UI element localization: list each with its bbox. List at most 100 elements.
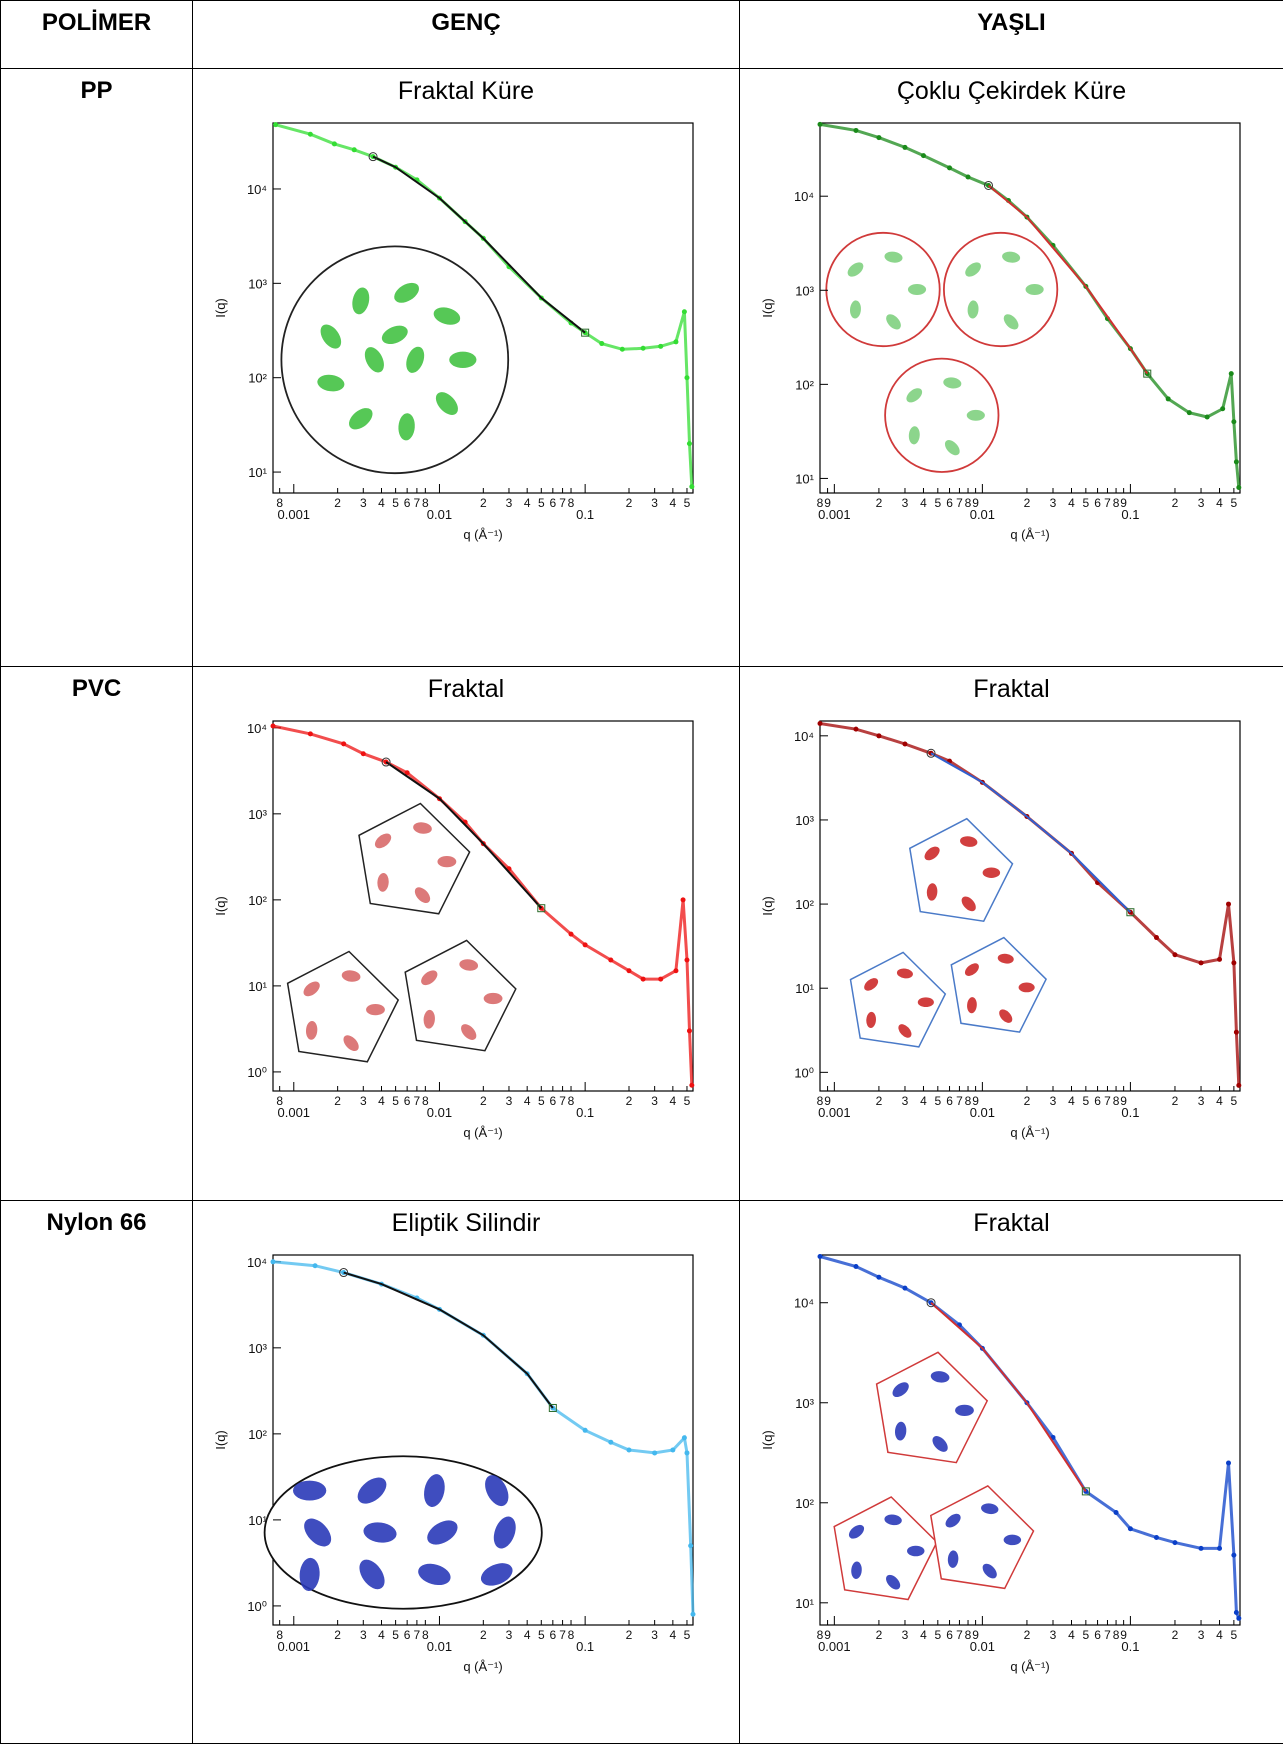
fit-start-marker: [381, 757, 391, 767]
inset-blob: [866, 1011, 876, 1029]
y-tick-label: 10⁰: [247, 1065, 267, 1080]
x-tick-label: 5: [934, 1628, 941, 1642]
inset-blob: [886, 314, 901, 330]
inset-blob: [982, 1563, 997, 1579]
fit-line: [930, 1301, 1087, 1492]
x-tick-label: 2: [876, 1094, 883, 1108]
inset-blob: [894, 1421, 907, 1441]
data-point: [312, 1263, 318, 1269]
x-tick-label: 6: [946, 1628, 953, 1642]
x-axis-label: q (Å⁻¹): [463, 527, 502, 542]
data-point: [404, 770, 410, 776]
x-tick-label: 0.1: [576, 507, 594, 522]
data-point: [1217, 956, 1223, 962]
inset-blob: [847, 262, 864, 277]
x-axis-label: q (Å⁻¹): [463, 1659, 502, 1674]
y-tick-label: 10³: [248, 807, 267, 822]
x-tick-label: 0.01: [427, 507, 452, 522]
inset-blob: [924, 846, 940, 861]
inset-blob: [864, 978, 879, 991]
inset-blob: [381, 325, 408, 345]
data-point: [1198, 1545, 1204, 1551]
x-tick-label: 2: [334, 1628, 341, 1642]
x-tick-label: 8: [817, 1628, 824, 1642]
inset-blob: [394, 282, 420, 303]
x-tick-label: 4: [1068, 1094, 1075, 1108]
x-tick-label: 3: [360, 1094, 367, 1108]
inset-blob: [898, 1024, 912, 1038]
plot-frame: [819, 1254, 1241, 1626]
x-tick-label: 0.001: [818, 1105, 851, 1120]
data-point: [1236, 485, 1242, 491]
x-tick-label: 4: [1216, 496, 1223, 510]
x-tick-label: 7: [559, 1628, 566, 1642]
x-tick-label: 9: [824, 496, 831, 510]
model: Fraktal: [973, 1209, 1050, 1237]
x-tick-label: 3: [902, 496, 909, 510]
inset-blob: [965, 262, 981, 277]
x-tick-label: 6: [946, 496, 953, 510]
inset-blob: [896, 968, 913, 979]
x-tick-label: 8: [817, 496, 824, 510]
cell: Fraktal Küre 8 0.001 2 3 4 5 6 7 8 0.01 2 3 4 5 6 7 8 0.1 2…: [192, 68, 740, 667]
x-tick-label: 3: [651, 1628, 658, 1642]
data-point: [817, 121, 823, 127]
x-tick-label: 0.01: [970, 1105, 995, 1120]
x-tick-label: 7: [956, 1094, 963, 1108]
inset-blob: [377, 872, 389, 892]
data-point: [1231, 419, 1237, 425]
x-tick-label: 8: [422, 1094, 429, 1108]
cell: Fraktal 8 9 0.001 2 3 4 5 6 7 8 9 0.01 2 3 4 5 6 7 8 9 0.1 2 3 4…: [739, 666, 1283, 1201]
model: Fraktal Küre: [397, 77, 535, 105]
data-point: [599, 341, 605, 347]
data-point: [1233, 459, 1239, 465]
x-tick-label: 3: [506, 1094, 513, 1108]
x-tick-label: 4: [670, 496, 677, 510]
inset-blob: [366, 1003, 385, 1016]
x-tick-label: 8: [422, 1628, 429, 1642]
inset-blob: [967, 997, 977, 1014]
x-tick-label: 5: [1082, 1628, 1089, 1642]
inset-blob: [961, 896, 976, 912]
x-tick-label: 4: [524, 1094, 531, 1108]
inset-blob: [485, 1475, 509, 1507]
x-tick-label: 0.01: [970, 1639, 995, 1654]
data-point: [684, 1450, 690, 1456]
inset-blob: [304, 1518, 332, 1547]
x-tick-label: 0.001: [278, 1639, 311, 1654]
inset-blob: [427, 1520, 458, 1545]
inset-blob: [926, 883, 938, 901]
x-tick-label: 7: [414, 1094, 421, 1108]
x-tick-label: 5: [934, 496, 941, 510]
row: PP Fraktal Küre 8 0.001 2 3 4 5 6 7 8 0.01 2 3 4 5 6 7 8 0…: [0, 68, 1283, 667]
data-point: [686, 1028, 692, 1034]
y-tick-label: 10¹: [795, 471, 814, 486]
fit-line: [372, 155, 586, 334]
x-tick-label: 6: [549, 1628, 556, 1642]
x-tick-label: 7: [414, 1628, 421, 1642]
x-tick-label: 5: [392, 1094, 399, 1108]
fit-end-marker: [1126, 908, 1135, 917]
x-tick-label: 7: [414, 496, 421, 510]
inset-blob: [982, 867, 1001, 878]
data-point: [876, 135, 882, 141]
x-tick-label: 2: [334, 496, 341, 510]
x-tick-label: 4: [378, 1094, 385, 1108]
data-point: [1172, 1540, 1178, 1546]
x-tick-label: 5: [538, 1628, 545, 1642]
inset-blob: [932, 1436, 948, 1452]
row: PVC Fraktal 8 0.001 2 3 4 5 6 7 8 0.01 2 3 4 5 6 7 8 0.1 2 3…: [0, 666, 1283, 1201]
data-point: [608, 957, 614, 963]
data-point: [658, 343, 664, 349]
data-point: [902, 144, 908, 150]
x-tick-label: 8: [568, 1628, 575, 1642]
x-tick-label: 3: [1050, 1628, 1057, 1642]
data-point: [1236, 1082, 1242, 1088]
inset-blob: [435, 392, 458, 415]
y-tick-label: 10¹: [248, 1513, 267, 1528]
inset-blob: [960, 836, 978, 847]
fit-line: [385, 761, 543, 909]
x-tick-label: 2: [876, 496, 883, 510]
x-tick-label: 4: [1216, 1628, 1223, 1642]
